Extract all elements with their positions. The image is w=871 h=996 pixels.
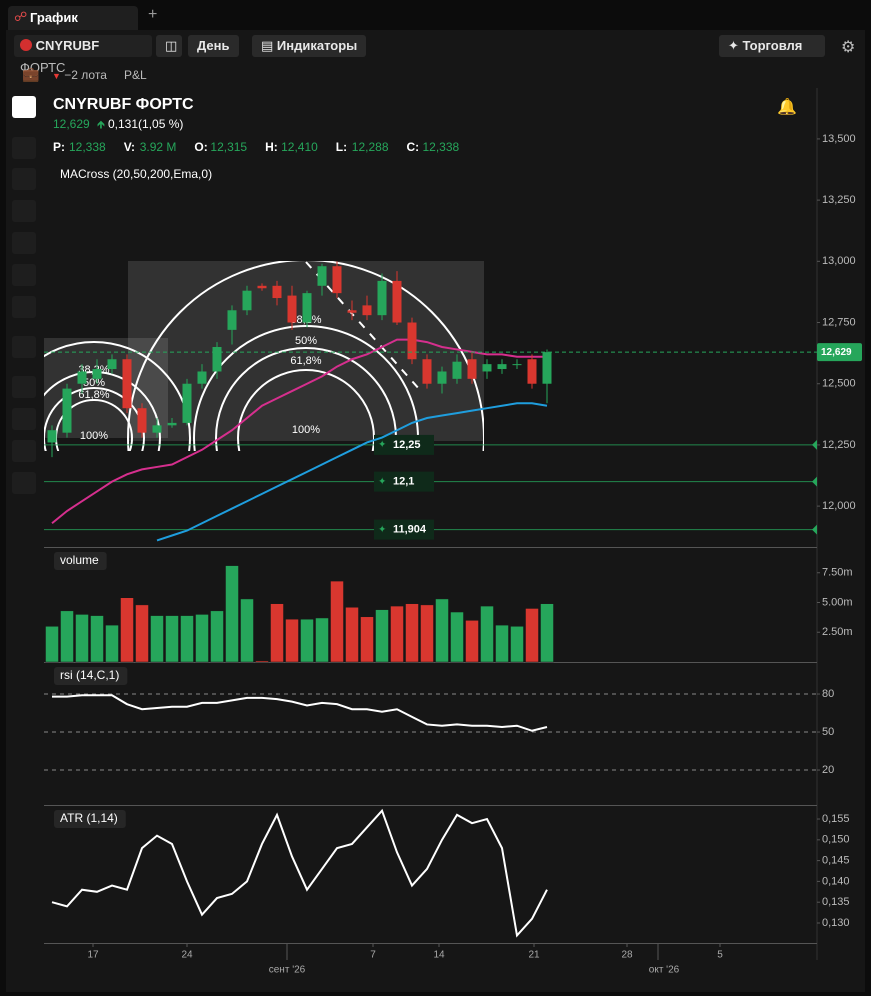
indicators-button[interactable]: ▤ Индикаторы	[252, 35, 367, 57]
indicators-label: Индикаторы	[276, 38, 358, 53]
instrument: CNYRUBF	[35, 38, 100, 53]
pnl[interactable]: P&L	[124, 68, 147, 82]
portfolio-icon[interactable]: 💼	[22, 66, 40, 82]
tool-ruler[interactable]	[12, 296, 36, 318]
tool-line[interactable]	[12, 137, 36, 159]
chart-type-button[interactable]: ◫	[156, 35, 182, 57]
tab-title: График	[30, 10, 78, 25]
tab[interactable]: ☍ График	[8, 6, 138, 30]
lots-text: −2 лота	[64, 68, 107, 82]
exchange: ФОРТС	[20, 60, 66, 75]
tool-delete[interactable]	[12, 472, 36, 494]
tool-trend[interactable]	[12, 264, 36, 286]
tool-cursor[interactable]	[12, 96, 36, 118]
tool-fib[interactable]	[12, 168, 36, 190]
trade-icon: ✦	[728, 38, 739, 53]
instrument-button[interactable]: CNYRUBF ФОРТС	[14, 35, 152, 75]
trade-button[interactable]: ✦ Торговля	[719, 35, 825, 57]
tool-favorite[interactable]	[12, 336, 36, 358]
indicators-icon: ▤	[261, 38, 274, 53]
tool-layers[interactable]	[12, 408, 36, 430]
tab-bar: ☍ График +	[0, 0, 871, 30]
tool-text[interactable]	[12, 200, 36, 222]
tool-brush[interactable]	[12, 376, 36, 398]
add-tab[interactable]: +	[148, 6, 158, 23]
tab-icon: ☍	[14, 9, 28, 24]
settings-icon[interactable]: ⚙	[841, 39, 856, 56]
tool-rect[interactable]	[12, 232, 36, 254]
flag	[20, 39, 32, 51]
tool-magnet[interactable]	[12, 440, 36, 462]
trade-label: Торговля	[742, 38, 803, 53]
period-button[interactable]: День	[188, 35, 239, 57]
position-lots: ▼ −2 лота	[52, 68, 107, 82]
workspace	[6, 30, 865, 992]
